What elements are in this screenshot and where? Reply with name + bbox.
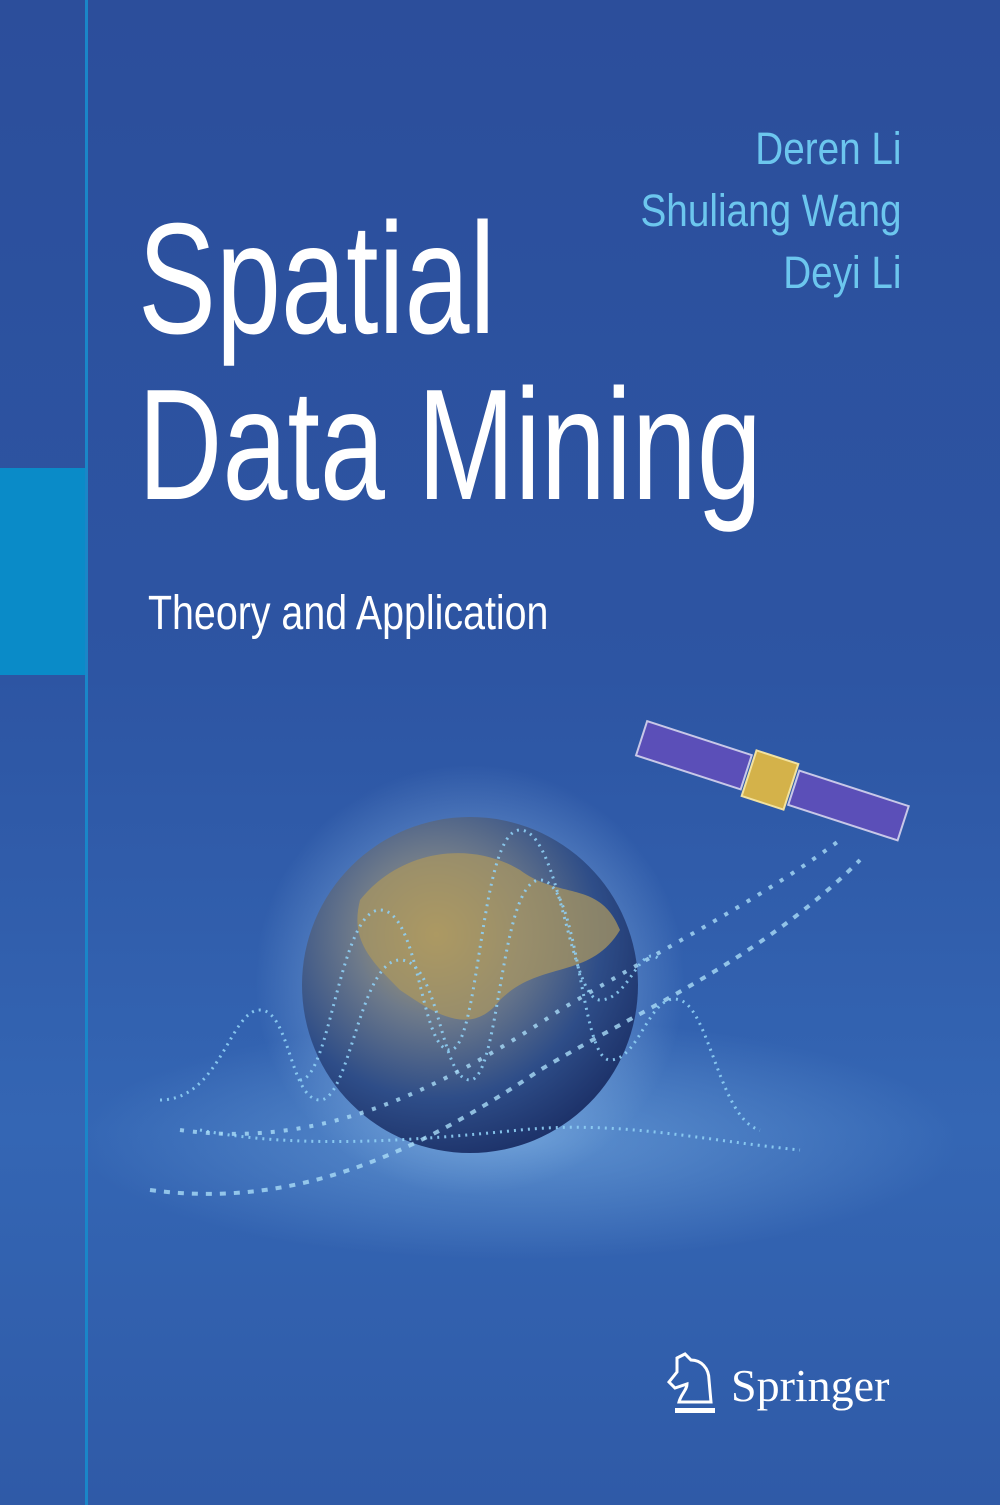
- title-line: Data Mining: [138, 357, 762, 533]
- accent-block: [0, 468, 85, 675]
- author-list: Deren Li Shuliang Wang Deyi Li: [598, 118, 902, 304]
- author-name: Deyi Li: [783, 247, 902, 298]
- continent: [357, 853, 620, 1020]
- data-waves: [159, 828, 801, 1152]
- publisher-name: Springer: [731, 1359, 890, 1411]
- springer-horse-icon: [666, 1352, 715, 1413]
- book-subtitle: Theory and Application: [148, 587, 549, 640]
- title-line: Spatial: [138, 191, 496, 367]
- accent-line: [85, 0, 88, 1505]
- book-title: Spatial Data Mining: [138, 196, 981, 528]
- author-name: Deren Li: [755, 123, 902, 174]
- author-name: Shuliang Wang: [640, 185, 902, 236]
- satellite: [634, 719, 910, 842]
- publisher-logo: Springer: [665, 1352, 889, 1418]
